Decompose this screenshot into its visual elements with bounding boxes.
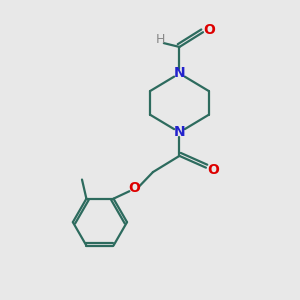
Text: N: N [174, 66, 185, 80]
Text: N: N [174, 125, 185, 139]
Text: O: O [207, 163, 219, 177]
Text: H: H [156, 33, 165, 46]
Text: O: O [203, 23, 215, 37]
Text: O: O [128, 181, 140, 195]
